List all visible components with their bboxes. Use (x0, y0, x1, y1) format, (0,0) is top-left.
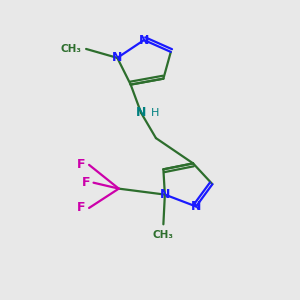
Text: N: N (191, 200, 201, 213)
Text: F: F (82, 176, 90, 189)
Text: N: N (112, 51, 122, 64)
Text: F: F (77, 158, 86, 171)
Text: H: H (151, 108, 160, 118)
Text: CH₃: CH₃ (61, 44, 82, 54)
Text: N: N (139, 34, 149, 46)
Text: F: F (77, 202, 86, 214)
Text: N: N (160, 188, 170, 201)
Text: N: N (136, 106, 146, 119)
Text: CH₃: CH₃ (153, 230, 174, 240)
